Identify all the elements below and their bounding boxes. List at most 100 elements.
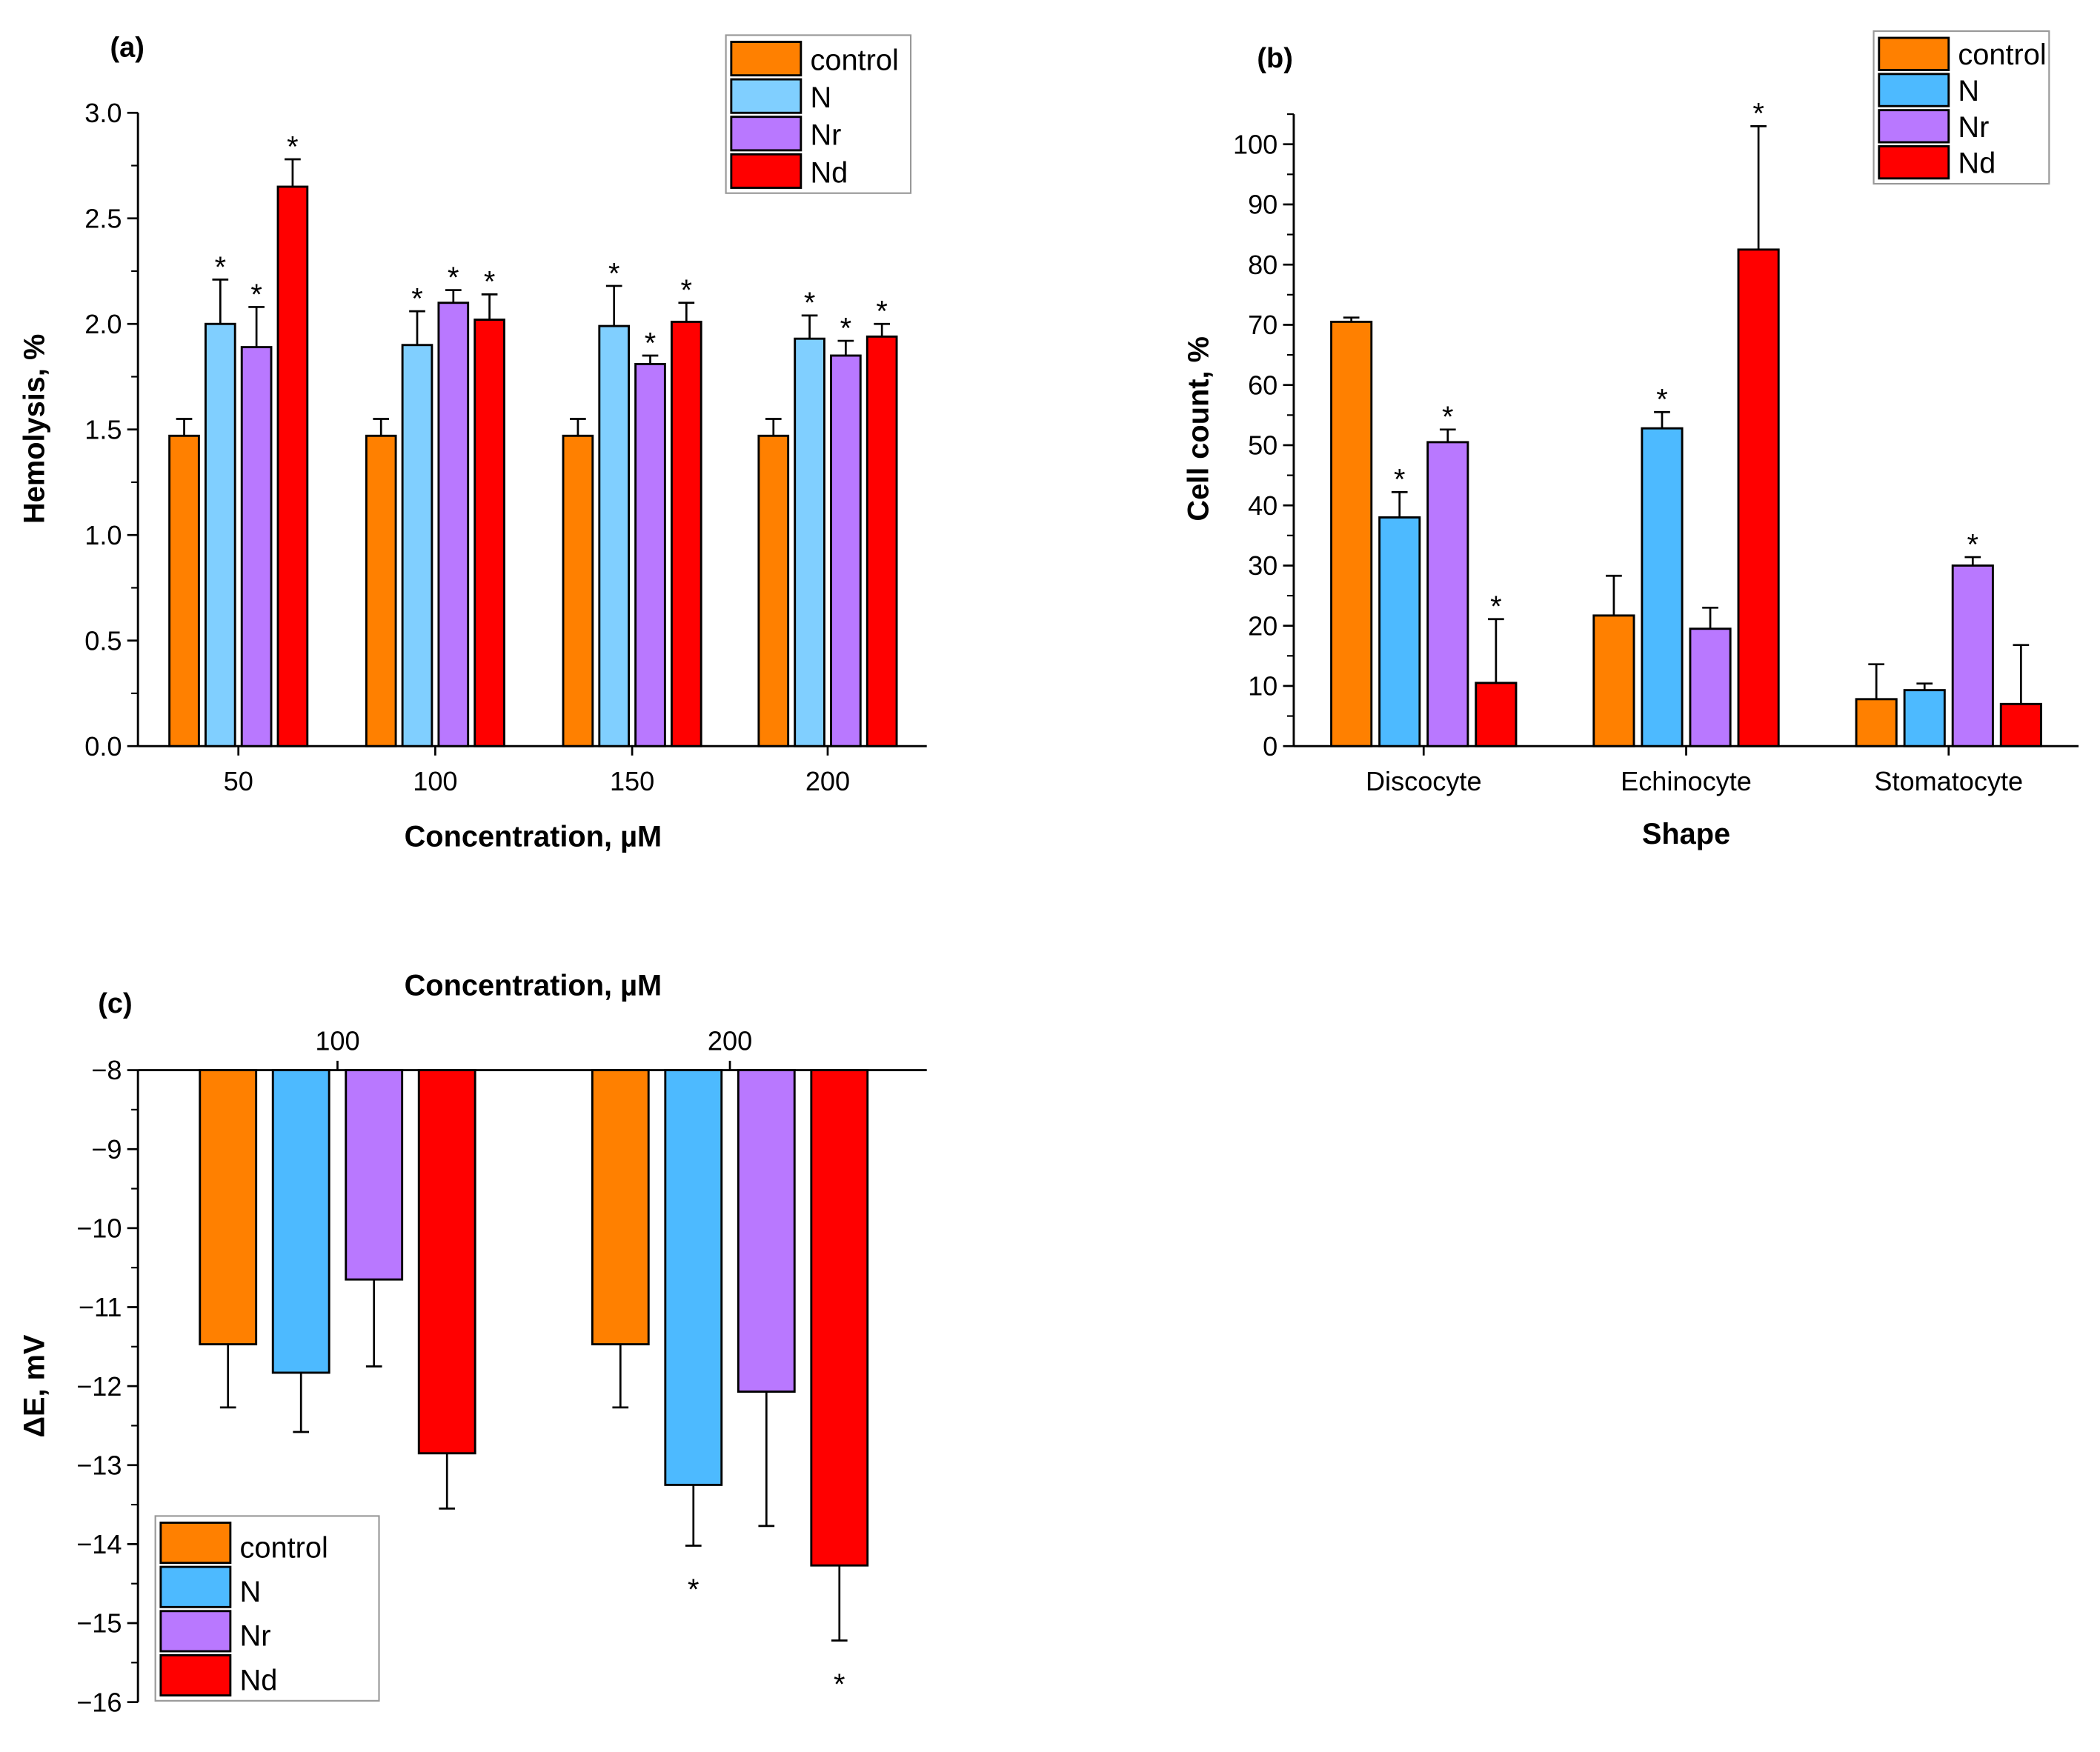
bar-Nd-100 [474,319,505,747]
bar-Nd-Echinocyte [1737,248,1780,747]
significance-star: * [250,279,262,311]
bar-N-150 [598,324,631,747]
legend-swatch-N [1878,73,1950,107]
significance-star: * [688,1573,699,1606]
y-axis-title: ΔE, mV [19,1334,51,1438]
bar-Nr-200 [737,1069,796,1393]
significance-star: * [681,274,692,307]
legend-swatch-Nd [159,1653,232,1697]
x-tick-label: 100 [413,766,457,796]
y-tick-label: −8 [91,1055,122,1085]
x-axis-title: Shape [1642,818,1730,850]
bar-control-Discocyte [1330,320,1373,747]
significance-star: * [1490,590,1501,623]
bar-control-Echinocyte [1592,614,1635,747]
legend-swatch-Nd [1878,145,1950,180]
legend-swatch-Nr [1878,109,1950,144]
x-tick-label: 200 [805,766,850,796]
legend-label: N [240,1576,262,1608]
y-tick-label: 60 [1248,370,1277,400]
significance-star: * [1752,98,1764,130]
significance-star: * [834,1668,845,1701]
bar-N-100 [401,344,433,747]
bar-N-100 [271,1069,330,1374]
panel-b: (b) 0 10 20 30 40 50 60 70 80 90 100 Discocyte Echino… [1182,30,2079,850]
x-tick-label: 50 [224,766,253,796]
y-tick-label: 0.0 [84,731,122,762]
y-tick-label: −9 [91,1134,122,1165]
bar-Nr-50 [240,346,273,747]
y-tick-label: −12 [76,1371,122,1402]
legend-label: Nr [810,119,841,152]
significance-star: * [804,287,815,319]
y-tick-label: 0 [1263,731,1277,762]
y-tick-label: −11 [79,1292,122,1322]
significance-star: * [287,130,298,163]
bar-Nr-100 [345,1069,404,1281]
bar-control-100 [365,434,397,747]
legend-swatch-control [159,1522,232,1565]
bar-Nr-100 [437,302,470,747]
legend-label: Nr [1958,111,1989,144]
y-tick-label: 2.5 [84,203,122,233]
bar-Nd-150 [670,320,702,747]
x-tick-label: 150 [610,766,654,796]
significance-star: * [215,251,226,284]
legend-swatch-Nr [730,116,803,152]
legend-swatch-Nd [730,153,803,189]
x-tick-label: Discocyte [1366,766,1482,796]
bar-N-Stomatocyte [1903,689,1946,747]
bar-N-200 [794,337,825,747]
bar-N-Discocyte [1378,516,1421,747]
y-tick-label: −14 [76,1529,122,1559]
panel-label: (a) [110,32,144,63]
significance-star: * [411,283,422,316]
legend-label: N [810,81,831,114]
bar-Nd-200 [865,335,898,747]
bar-control-200 [757,434,790,747]
panel-label: (b) [1257,43,1292,74]
panel-c: (c) −8 −9 −10 −11 −12 −13 −14 −15 −16 100 200 * * Conc… [19,969,927,1717]
significance-star: * [645,327,656,359]
bar-control-50 [168,434,200,747]
legend-swatch-control [730,41,803,77]
x-axis-title: Concentration, µM [405,969,662,1002]
bar-control-150 [562,434,594,747]
y-tick-label: 20 [1248,610,1277,641]
significance-star: * [1656,384,1667,416]
y-axis-title: Cell count, % [1182,336,1215,522]
y-tick-label: 2.0 [84,309,122,339]
y-tick-label: −10 [76,1213,122,1243]
bar-Nd-50 [276,185,309,747]
y-tick-label: 90 [1248,190,1277,220]
bar-Nr-Echinocyte [1689,627,1732,747]
bar-Nd-Stomatocyte [1999,702,2042,747]
bar-control-200 [591,1069,650,1346]
bar-Nr-150 [634,362,666,747]
bar-Nr-200 [830,354,862,747]
y-tick-label: 40 [1248,490,1277,521]
significance-star: * [608,257,619,290]
legend-label: Nr [240,1620,271,1653]
legend-swatch-N [159,1565,232,1608]
y-tick-label: 1.0 [84,520,122,550]
significance-star: * [876,296,887,328]
significance-star: * [1967,528,1978,561]
bar-Nr-Stomatocyte [1951,564,1994,747]
bar-N-50 [204,322,236,747]
bar-N-200 [664,1069,723,1486]
y-tick-label: 80 [1248,250,1277,280]
bar-control-100 [199,1069,258,1346]
y-axis-title: Hemolysis, % [19,334,51,524]
y-tick-label: 10 [1248,671,1277,702]
legend-swatch-Nr [159,1610,232,1653]
x-tick-label: Echinocyte [1621,766,1752,796]
y-tick-label: 0.5 [84,625,122,656]
bar-N-Echinocyte [1641,427,1684,747]
legend-swatch-N [730,78,803,114]
y-tick-label: 70 [1248,310,1277,340]
panel-label: (c) [98,988,132,1019]
